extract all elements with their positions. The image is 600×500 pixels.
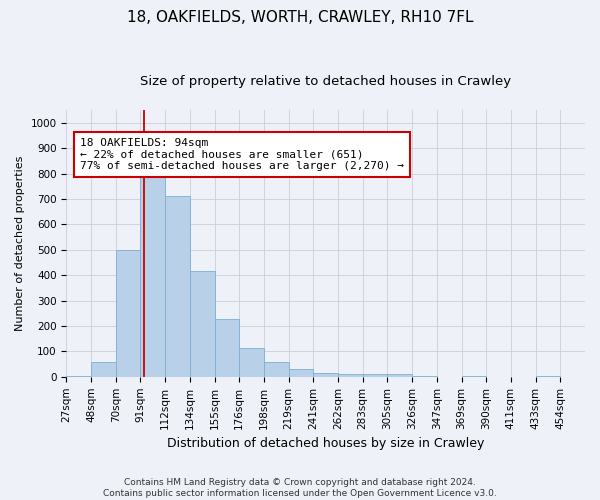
Bar xyxy=(461,376,486,377)
Bar xyxy=(116,250,140,377)
Bar xyxy=(67,376,91,377)
Bar xyxy=(388,374,412,377)
Bar xyxy=(412,376,437,377)
Bar xyxy=(338,374,363,377)
Bar xyxy=(91,362,116,377)
Text: Contains HM Land Registry data © Crown copyright and database right 2024.
Contai: Contains HM Land Registry data © Crown c… xyxy=(103,478,497,498)
Bar xyxy=(264,362,289,377)
Bar xyxy=(536,376,560,377)
Title: Size of property relative to detached houses in Crawley: Size of property relative to detached ho… xyxy=(140,75,511,88)
Bar xyxy=(215,319,239,377)
Bar xyxy=(190,272,215,377)
Text: 18 OAKFIELDS: 94sqm
← 22% of detached houses are smaller (651)
77% of semi-detac: 18 OAKFIELDS: 94sqm ← 22% of detached ho… xyxy=(80,138,404,171)
Y-axis label: Number of detached properties: Number of detached properties xyxy=(15,156,25,331)
Bar xyxy=(165,196,190,377)
Text: 18, OAKFIELDS, WORTH, CRAWLEY, RH10 7FL: 18, OAKFIELDS, WORTH, CRAWLEY, RH10 7FL xyxy=(127,10,473,25)
Bar xyxy=(313,373,338,377)
Bar xyxy=(239,348,264,377)
X-axis label: Distribution of detached houses by size in Crawley: Distribution of detached houses by size … xyxy=(167,437,484,450)
Bar xyxy=(289,368,313,377)
Bar xyxy=(363,374,388,377)
Bar xyxy=(140,168,165,377)
